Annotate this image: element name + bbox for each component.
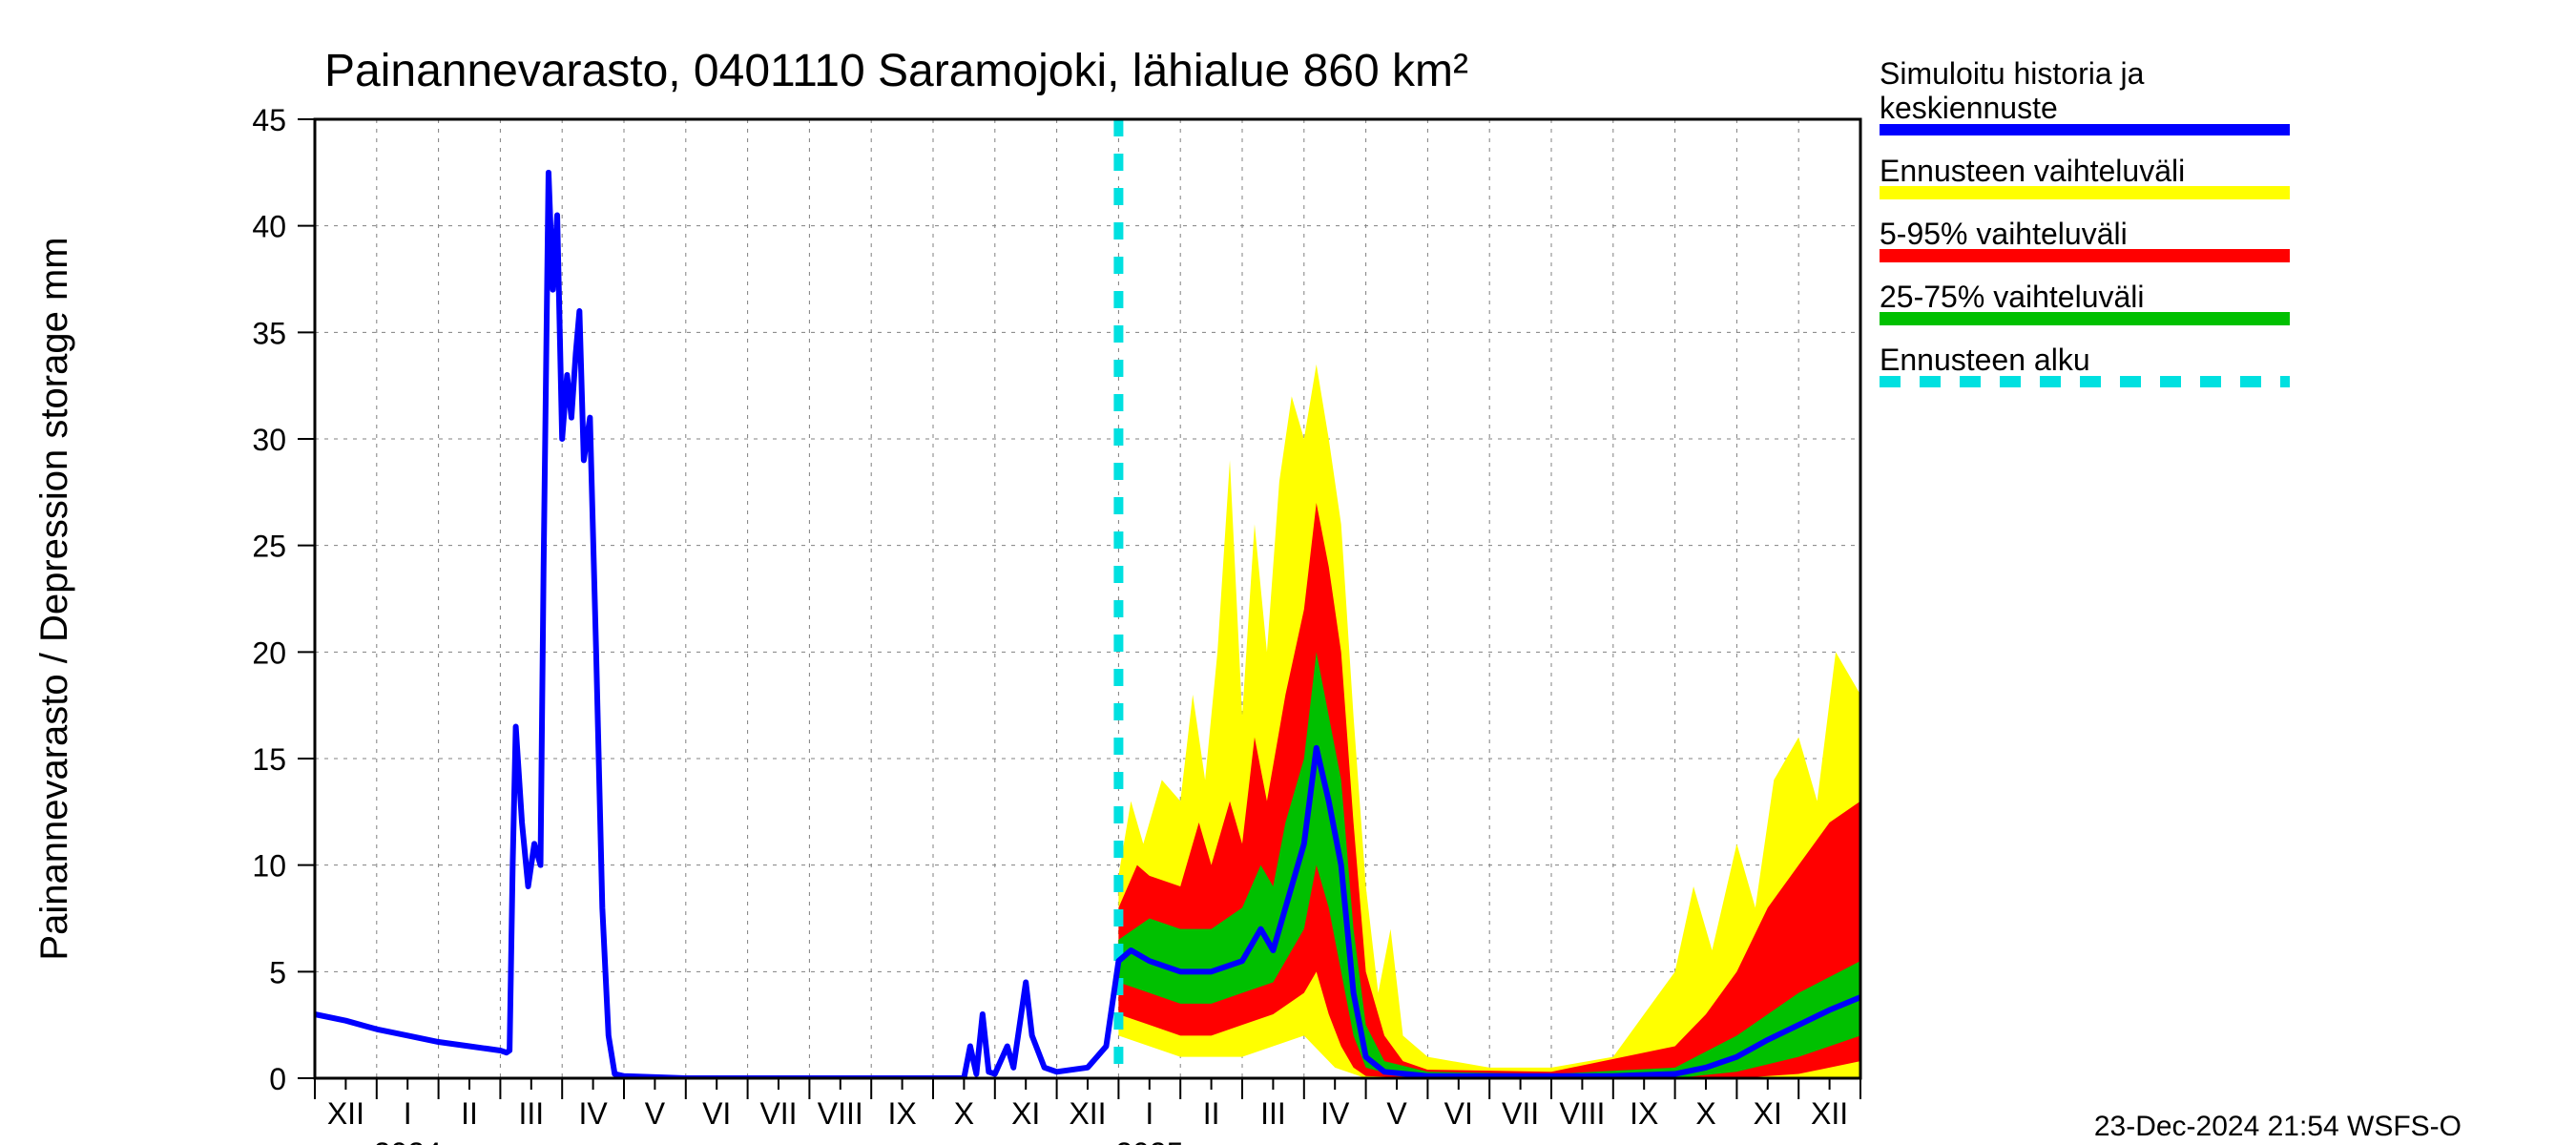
- legend-swatch: [1880, 312, 2290, 325]
- xtick-label: XII: [1811, 1096, 1848, 1131]
- xtick-label: II: [461, 1096, 478, 1131]
- xtick-label: X: [1695, 1096, 1715, 1131]
- xtick-label: VI: [1444, 1096, 1473, 1131]
- xtick-label: XI: [1011, 1096, 1040, 1131]
- chart-svg: 051015202530354045XIIIIIIIIIVVVIVIIVIIII…: [0, 0, 2576, 1145]
- xtick-label: IX: [887, 1096, 916, 1131]
- legend-label: Ennusteen alku: [1880, 343, 2090, 377]
- xtick-label: IV: [578, 1096, 608, 1131]
- xtick-label: VI: [702, 1096, 731, 1131]
- ytick-label: 25: [252, 530, 286, 564]
- legend-label: 5-95% vaihteluväli: [1880, 217, 2128, 251]
- ytick-label: 20: [252, 635, 286, 670]
- ytick-label: 45: [252, 103, 286, 137]
- xtick-label: I: [404, 1096, 412, 1131]
- ytick-label: 0: [269, 1062, 286, 1096]
- ytick-label: 40: [252, 210, 286, 244]
- xtick-label: V: [1386, 1096, 1407, 1131]
- xtick-label: VII: [1502, 1096, 1539, 1131]
- ytick-label: 15: [252, 742, 286, 777]
- footer-text: 23-Dec-2024 21:54 WSFS-O: [2094, 1111, 2462, 1142]
- legend-label: 25-75% vaihteluväli: [1880, 280, 2145, 314]
- xtick-label: III: [1260, 1096, 1286, 1131]
- ytick-label: 30: [252, 423, 286, 457]
- xtick-label: I: [1145, 1096, 1153, 1131]
- y-axis-label: Painannevarasto / Depression storage mm: [33, 237, 75, 960]
- ytick-label: 10: [252, 849, 286, 884]
- xtick-label: XII: [327, 1096, 364, 1131]
- xtick-label: II: [1203, 1096, 1220, 1131]
- legend-label: Ennusteen vaihteluväli: [1880, 154, 2185, 188]
- ytick-label: 5: [269, 955, 286, 989]
- chart-container: 051015202530354045XIIIIIIIIIVVVIVIIVIIII…: [0, 0, 2576, 1145]
- legend-label: keskiennuste: [1880, 91, 2058, 125]
- xtick-label: IV: [1320, 1096, 1350, 1131]
- xtick-label: XI: [1754, 1096, 1782, 1131]
- xtick-label: X: [954, 1096, 974, 1131]
- xtick-label: IX: [1630, 1096, 1658, 1131]
- xtick-label: VII: [759, 1096, 797, 1131]
- xtick-label: III: [518, 1096, 544, 1131]
- legend-label: Simuloitu historia ja: [1880, 56, 2145, 91]
- ytick-label: 35: [252, 316, 286, 350]
- legend-swatch: [1880, 186, 2290, 199]
- year-label: 2024: [374, 1136, 442, 1145]
- chart-title: Painannevarasto, 0401110 Saramojoki, läh…: [324, 46, 1468, 96]
- year-label: 2025: [1115, 1136, 1183, 1145]
- xtick-label: V: [645, 1096, 666, 1131]
- xtick-label: VIII: [818, 1096, 863, 1131]
- xtick-label: XII: [1069, 1096, 1106, 1131]
- legend-swatch: [1880, 249, 2290, 262]
- xtick-label: VIII: [1559, 1096, 1605, 1131]
